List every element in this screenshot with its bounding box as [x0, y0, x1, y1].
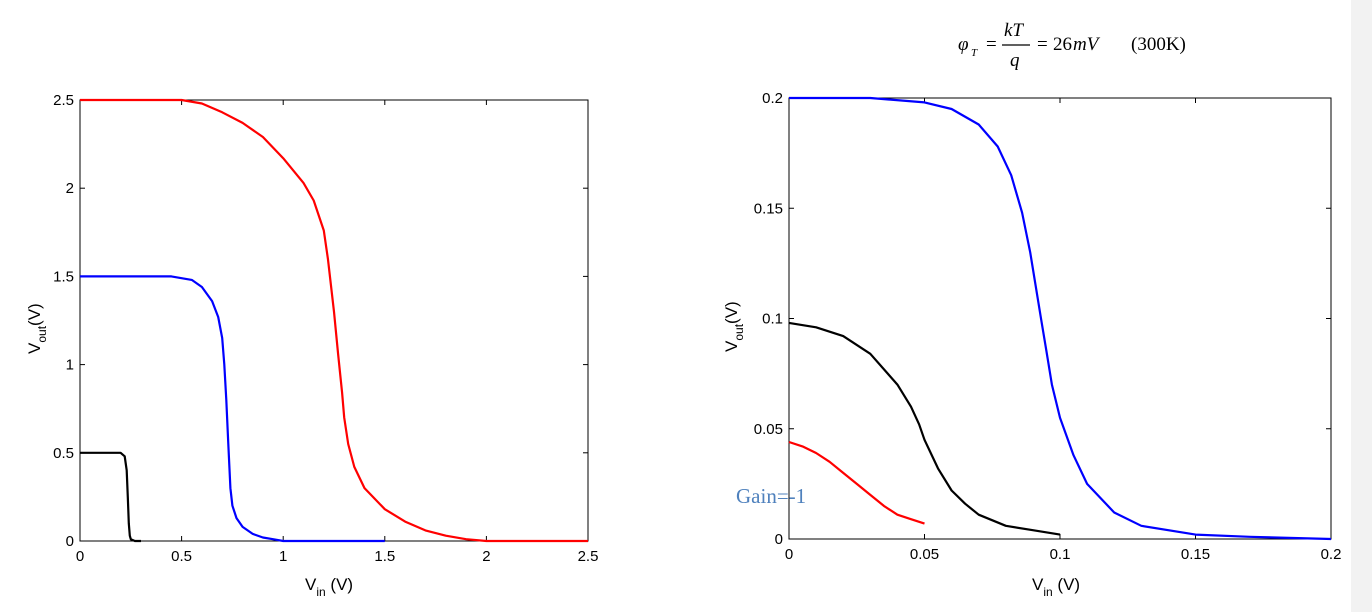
chart-right: 0 0.05 0.1 0.15 0.2 0 0.05 0.1 0.15 0.2 Vin (V) Vou… [722, 90, 1341, 599]
x-tick-label: 0 [76, 548, 84, 565]
formula-num: kT [1004, 20, 1024, 41]
formula-unit: mV [1073, 34, 1101, 55]
x-tick-label: 0 [785, 546, 793, 563]
formula-eq2: = [1037, 34, 1048, 55]
y-axis-label: Vout(V) [722, 301, 746, 352]
y-tick-label: 1 [66, 357, 74, 374]
formula-sub-t: T [971, 47, 978, 59]
y-tick-label: 0.5 [53, 445, 74, 462]
formula-phi: φ [958, 34, 969, 55]
x-tick-label: 1 [279, 548, 287, 565]
plot-frame [788, 97, 1332, 540]
y-tick-label: 1.5 [53, 268, 74, 285]
x-axis-label: Vin (V) [1032, 575, 1080, 599]
y-tick-label: 0.15 [754, 200, 783, 217]
formula-temp: (300K) [1131, 34, 1186, 55]
series-line-2 [80, 451, 141, 543]
series-line-1 [80, 275, 385, 543]
x-tick-label: 1.5 [374, 548, 395, 565]
x-tick-label: 0.15 [1181, 546, 1210, 563]
y-tick-label: 2 [66, 180, 74, 197]
y-tick-label: 0.2 [762, 90, 783, 107]
y-tick-label: 0.1 [762, 311, 783, 328]
x-tick-label: 0.05 [910, 546, 939, 563]
x-tick-label: 2.5 [578, 548, 599, 565]
x-tick-label: 0.1 [1050, 546, 1071, 563]
x-tick-label: 0.2 [1321, 546, 1342, 563]
series-line-1 [788, 321, 1061, 536]
series-line-0 [80, 98, 588, 543]
series-line-0 [789, 96, 1332, 541]
y-tick-label: 0 [775, 531, 783, 548]
window-edge-strip [1351, 0, 1372, 612]
chart-left: 0 0.5 1 1.5 2 2.5 0 0.5 1 1.5 2 2.5 Vin (V) Vout(V) [25, 92, 598, 599]
x-axis-label: Vin (V) [305, 575, 353, 599]
formula-den: q [1010, 50, 1020, 71]
y-tick-label: 0 [66, 533, 74, 550]
x-tick-label: 2 [482, 548, 490, 565]
x-tick-label: 0.5 [171, 548, 192, 565]
formula-eq1: = [986, 34, 997, 55]
y-tick-label: 2.5 [53, 92, 74, 109]
thermal-voltage-formula: φ T = kT q = 26 mV (300K) [958, 20, 1186, 71]
series-line-2 [788, 440, 925, 525]
y-tick-label: 0.05 [754, 421, 783, 438]
y-axis-label: Vout(V) [25, 303, 49, 354]
formula-value: 26 [1053, 34, 1072, 55]
gain-annotation: Gain=-1 [736, 484, 806, 508]
